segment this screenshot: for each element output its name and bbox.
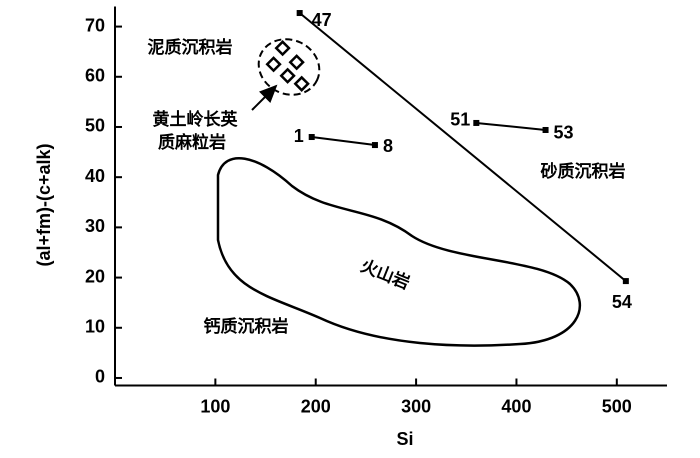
point-label: 53 bbox=[554, 123, 574, 143]
point bbox=[296, 10, 303, 17]
series-line bbox=[476, 121, 546, 131]
point-label: 47 bbox=[312, 10, 332, 30]
diamond-point bbox=[288, 54, 305, 71]
point bbox=[473, 119, 480, 126]
point bbox=[371, 142, 378, 149]
y-tick-label: 70 bbox=[85, 15, 105, 35]
granulite-field bbox=[257, 38, 321, 96]
y-tick-label: 20 bbox=[85, 266, 105, 286]
x-tick-label: 200 bbox=[301, 396, 331, 416]
y-tick-label: 10 bbox=[85, 317, 105, 337]
y-tick-label: 0 bbox=[95, 367, 105, 387]
region-label: 质麻粒岩 bbox=[158, 132, 226, 153]
diamond-point bbox=[293, 75, 310, 92]
point-label: 1 bbox=[294, 126, 304, 146]
volcanic-field bbox=[216, 157, 581, 347]
region-label: 火山岩 bbox=[358, 255, 413, 294]
series-line bbox=[311, 136, 376, 147]
y-tick-label: 40 bbox=[85, 166, 105, 186]
region-label: 泥质沉积岩 bbox=[148, 37, 233, 58]
y-axis-label: (al+fm)-(c+alk) bbox=[34, 143, 54, 266]
point bbox=[542, 126, 549, 133]
pointer-arrow bbox=[251, 84, 278, 111]
x-tick-label: 300 bbox=[401, 396, 431, 416]
series-line bbox=[299, 12, 627, 282]
y-tick-label: 50 bbox=[85, 116, 105, 136]
point bbox=[308, 134, 315, 141]
x-tick-label: 500 bbox=[602, 396, 632, 416]
diamond-point bbox=[265, 56, 282, 73]
region-label: 黄土岭长英 bbox=[153, 109, 239, 130]
diamond-point bbox=[279, 67, 296, 84]
x-tick-label: 100 bbox=[200, 396, 230, 416]
point bbox=[622, 278, 629, 285]
point-label: 8 bbox=[383, 136, 393, 156]
y-tick-label: 30 bbox=[85, 216, 105, 236]
point-label: 54 bbox=[612, 292, 632, 312]
diamond-point bbox=[274, 40, 291, 57]
x-axis-label: Si bbox=[396, 429, 413, 449]
region-label: 钙质沉积岩 bbox=[204, 316, 289, 337]
region-label: 砂质沉积岩 bbox=[541, 161, 626, 182]
x-tick-label: 400 bbox=[501, 396, 531, 416]
point-label: 51 bbox=[450, 110, 470, 130]
y-tick-label: 60 bbox=[85, 66, 105, 86]
